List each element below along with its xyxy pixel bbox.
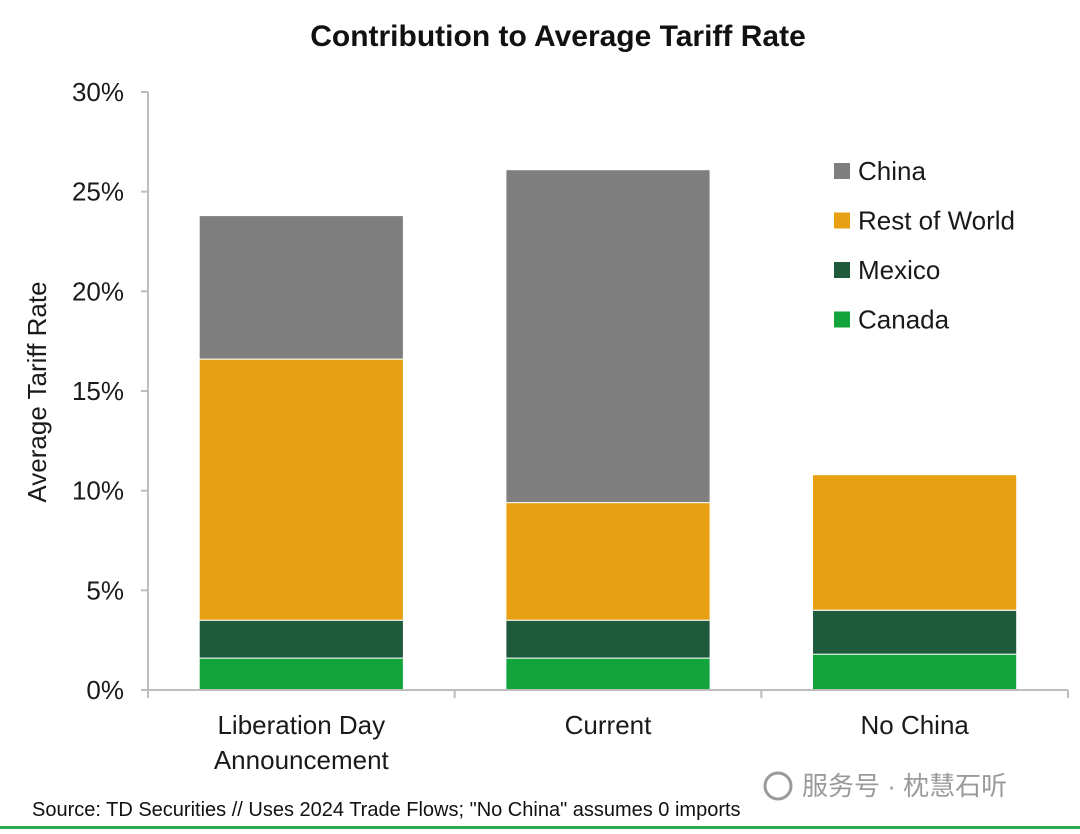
watermark-text: 服务号 · 枕慧石听 xyxy=(802,771,1007,801)
bar-rest-of-world-2 xyxy=(812,474,1018,611)
y-tick-label: 10% xyxy=(72,476,124,506)
bar-canada-0 xyxy=(198,657,404,691)
legend-swatch-rest-of-world xyxy=(834,212,850,229)
legend-label-rest-of-world: Rest of World xyxy=(858,206,1015,236)
y-tick-label: 25% xyxy=(72,177,124,207)
bar-mexico-0 xyxy=(198,619,404,659)
x-category-label: No China xyxy=(860,710,969,740)
legend-label-canada: Canada xyxy=(858,305,950,335)
bar-canada-1 xyxy=(505,657,711,691)
y-tick-label: 20% xyxy=(72,276,124,306)
legend-label-china: China xyxy=(858,156,926,186)
legend: China Rest of World Mexico Canada xyxy=(834,156,1015,335)
bar-mexico-1 xyxy=(505,619,711,659)
bar-mexico-2 xyxy=(812,609,1018,655)
y-tick-label: 0% xyxy=(86,675,124,705)
axis-layer: 0% 5% 10% 15% 20% 25% 30% Liberation Day Announc… xyxy=(72,77,1069,775)
legend-swatch-china xyxy=(834,163,850,179)
bars-layer xyxy=(198,169,1018,691)
source-note: Source: TD Securities // Uses 2024 Trade… xyxy=(32,799,741,821)
x-category-label: Current xyxy=(565,710,652,740)
bar-china-0 xyxy=(198,215,404,360)
bar-rest-of-world-0 xyxy=(198,358,404,621)
legend-swatch-mexico xyxy=(834,262,850,278)
y-tick-label: 15% xyxy=(72,376,124,406)
bar-canada-2 xyxy=(812,653,1018,691)
y-tick-label: 5% xyxy=(86,575,124,605)
watermark: 服务号 · 枕慧石听 xyxy=(763,771,1007,801)
legend-label-mexico: Mexico xyxy=(858,255,940,285)
x-category-label: Liberation Day Announcement xyxy=(214,710,390,775)
y-axis-title: Average Tariff Rate xyxy=(22,281,52,502)
bar-rest-of-world-1 xyxy=(505,502,711,621)
bar-china-1 xyxy=(505,169,711,504)
wechat-icon xyxy=(763,771,793,801)
bottom-rule xyxy=(0,826,1080,829)
y-tick-label: 30% xyxy=(72,77,124,107)
chart-title: Contribution to Average Tariff Rate xyxy=(310,20,806,53)
legend-swatch-canada xyxy=(834,311,850,328)
